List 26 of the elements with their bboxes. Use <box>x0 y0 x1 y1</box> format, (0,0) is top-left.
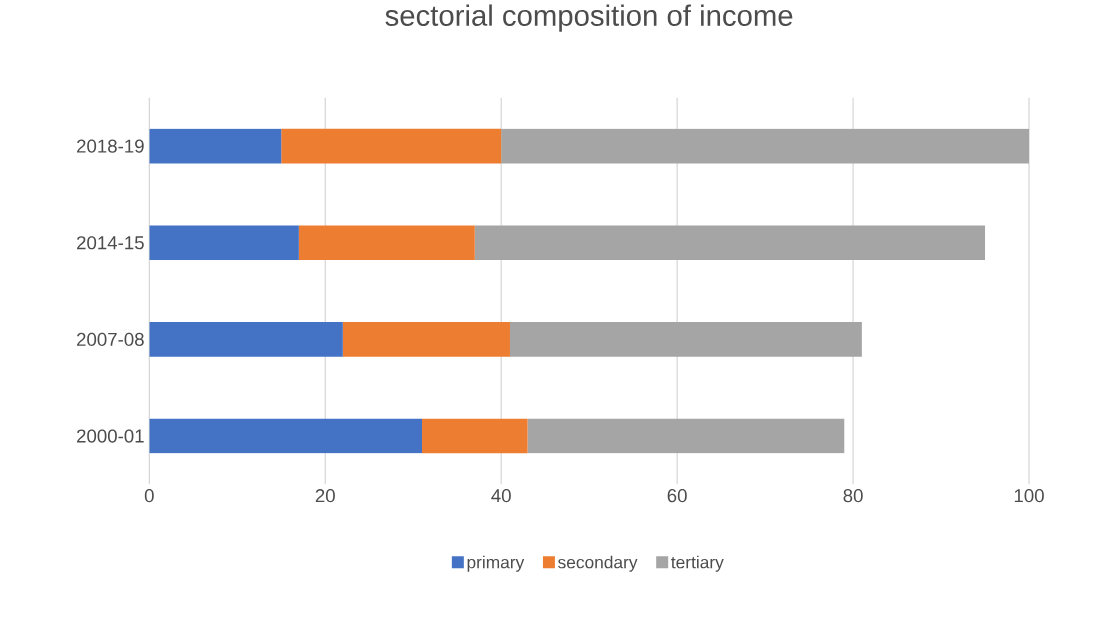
bar <box>149 225 299 261</box>
bar <box>149 322 343 357</box>
bar <box>474 225 986 261</box>
x-tick-label: 80 <box>843 489 863 503</box>
bar <box>501 128 1030 164</box>
chart-title: sectorial composition of income <box>385 4 793 32</box>
y-tick-label: 2018-19 <box>77 139 144 153</box>
x-tick-label: 60 <box>667 489 687 503</box>
legend-label: tertiary <box>671 555 724 572</box>
legend-label: primary <box>467 555 525 572</box>
bar <box>149 418 423 454</box>
bar <box>527 418 845 454</box>
bar <box>422 418 528 454</box>
bar <box>281 128 502 164</box>
legend-label: secondary <box>558 555 638 572</box>
x-tick-label: 40 <box>491 489 511 503</box>
bar <box>342 322 510 357</box>
bar <box>509 322 862 357</box>
bar <box>149 128 282 164</box>
x-tick-label: 20 <box>315 489 335 503</box>
y-tick-label: 2014-15 <box>77 236 144 250</box>
y-tick-label: 2000-01 <box>77 429 144 443</box>
x-tick-label: 0 <box>144 489 154 503</box>
bar <box>298 225 475 261</box>
y-tick-label: 2007-08 <box>77 332 144 347</box>
x-tick-label: 100 <box>1014 489 1044 503</box>
